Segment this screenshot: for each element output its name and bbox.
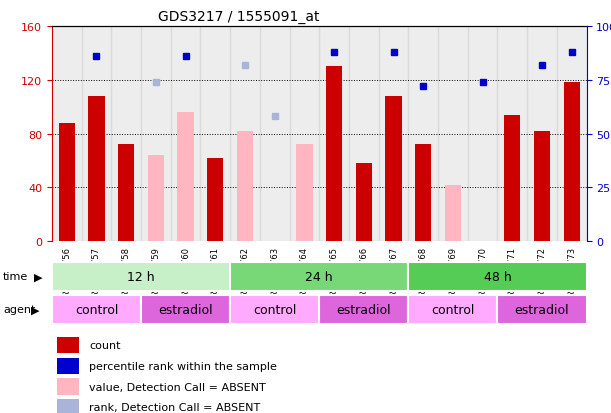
Bar: [415, 145, 431, 242]
Bar: [52, 262, 230, 291]
Bar: [290, 27, 319, 242]
Text: 48 h: 48 h: [483, 270, 511, 283]
Bar: [141, 295, 230, 324]
Text: value, Detection Call = ABSENT: value, Detection Call = ABSENT: [89, 382, 266, 392]
Text: time: time: [3, 272, 28, 282]
Bar: [230, 262, 408, 291]
Bar: [57, 337, 79, 354]
Bar: [408, 262, 587, 291]
Text: control: control: [431, 303, 475, 316]
Text: control: control: [75, 303, 118, 316]
Bar: [148, 156, 164, 242]
Bar: [141, 27, 170, 242]
Bar: [230, 295, 319, 324]
Bar: [237, 131, 253, 242]
Bar: [57, 358, 79, 374]
Bar: [379, 27, 408, 242]
Bar: [468, 27, 497, 242]
Bar: [557, 27, 587, 242]
Bar: [408, 27, 438, 242]
Bar: [230, 27, 260, 242]
Bar: [170, 27, 200, 242]
Bar: [349, 27, 379, 242]
Bar: [534, 131, 550, 242]
Bar: [527, 27, 557, 242]
Bar: [52, 27, 82, 242]
Bar: [386, 97, 401, 242]
Bar: [82, 27, 111, 242]
Text: estradiol: estradiol: [158, 303, 213, 316]
Text: estradiol: estradiol: [514, 303, 569, 316]
Bar: [237, 231, 253, 242]
Text: agent: agent: [3, 305, 35, 315]
Text: control: control: [253, 303, 296, 316]
Text: count: count: [89, 340, 121, 350]
Bar: [408, 295, 497, 324]
Text: 24 h: 24 h: [306, 270, 333, 283]
Bar: [497, 295, 587, 324]
Text: GDS3217 / 1555091_at: GDS3217 / 1555091_at: [158, 10, 320, 24]
Bar: [89, 97, 104, 242]
Bar: [200, 27, 230, 242]
Bar: [118, 145, 134, 242]
Bar: [296, 145, 313, 242]
Bar: [260, 27, 290, 242]
Bar: [504, 115, 521, 242]
Bar: [207, 158, 224, 242]
Bar: [320, 295, 408, 324]
Bar: [111, 27, 141, 242]
Text: percentile rank within the sample: percentile rank within the sample: [89, 361, 277, 371]
Text: estradiol: estradiol: [337, 303, 391, 316]
Bar: [57, 378, 79, 395]
Bar: [356, 164, 372, 242]
Bar: [57, 399, 79, 413]
Bar: [326, 67, 342, 242]
Text: ▶: ▶: [31, 305, 40, 315]
Text: rank, Detection Call = ABSENT: rank, Detection Call = ABSENT: [89, 402, 261, 412]
Bar: [52, 295, 141, 324]
Bar: [59, 123, 75, 242]
Bar: [438, 27, 468, 242]
Bar: [320, 27, 349, 242]
Text: 12 h: 12 h: [127, 270, 155, 283]
Bar: [497, 27, 527, 242]
Bar: [445, 185, 461, 242]
Bar: [563, 83, 580, 242]
Bar: [177, 113, 194, 242]
Text: ▶: ▶: [34, 272, 42, 282]
